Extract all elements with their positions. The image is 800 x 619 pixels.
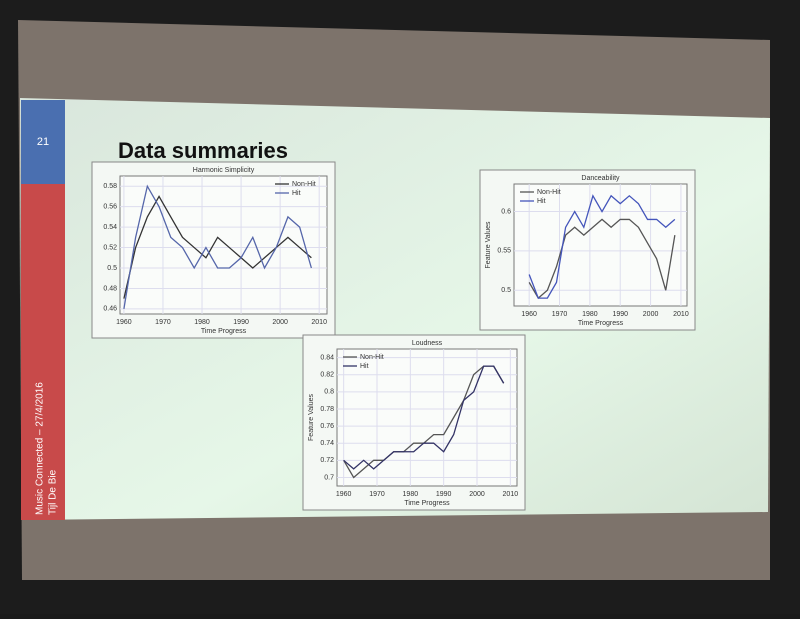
y-tick-label: 0.58 — [103, 183, 117, 190]
legend-label: Non-Hit — [360, 354, 384, 361]
x-tick-label: 1980 — [403, 491, 419, 498]
y-tick-label: 0.76 — [320, 423, 334, 430]
chart: Loudness Time Progress Feature Values 0.7 0.… — [302, 334, 526, 511]
y-axis-label: Feature Values — [485, 221, 492, 268]
y-tick-label: 0.7 — [324, 474, 334, 481]
y-tick-label: 0.52 — [103, 244, 117, 251]
series-line — [343, 365, 505, 470]
x-tick-label: 1960 — [116, 319, 132, 326]
y-tick-label: 0.78 — [320, 406, 334, 413]
x-tick-label: 2000 — [469, 491, 485, 498]
legend-label: Non-Hit — [292, 181, 316, 188]
x-tick-label: 1970 — [155, 319, 171, 326]
y-tick-label: 0.72 — [320, 457, 334, 464]
legend-label: Non-Hit — [537, 189, 561, 196]
y-tick-label: 0.5 — [501, 287, 511, 294]
y-tick-label: 0.55 — [497, 248, 511, 255]
x-tick-label: 2010 — [503, 491, 519, 498]
charts: Harmonic Simplicity Time Progress 0.46 0.48… — [91, 161, 696, 511]
chart: Harmonic Simplicity Time Progress 0.46 0.48… — [91, 161, 336, 339]
legend-label: Hit — [537, 198, 546, 205]
footer-date: Music Connected – 27/4/2016 — [35, 382, 46, 515]
x-tick-label: 1980 — [582, 311, 598, 318]
x-tick-label: 1970 — [369, 491, 385, 498]
legend-label: Hit — [360, 363, 369, 370]
series-line — [123, 195, 312, 299]
y-tick-label: 0.48 — [103, 285, 117, 292]
y-axis-label: Feature Values — [308, 394, 315, 441]
y-tick-label: 0.82 — [320, 372, 334, 379]
x-axis-label: Time Progress — [201, 328, 247, 335]
y-tick-label: 0.54 — [103, 224, 117, 231]
legend-label: Hit — [292, 190, 301, 197]
x-tick-label: 1990 — [233, 319, 249, 326]
slide-number: 21 — [37, 136, 49, 148]
chart-title: Loudness — [412, 340, 443, 347]
x-tick-label: 2000 — [272, 319, 288, 326]
y-tick-label: 0.46 — [103, 306, 117, 313]
chart: Danceability Time Progress Feature Values 0… — [479, 169, 696, 331]
chart-title: Danceability — [581, 175, 620, 182]
x-tick-label: 2010 — [673, 311, 689, 318]
y-tick-label: 0.8 — [324, 389, 334, 396]
footer-author: Tijl De Bie — [48, 469, 59, 515]
series-line — [528, 218, 676, 300]
x-tick-label: 2000 — [643, 311, 659, 318]
x-axis-label: Time Progress — [578, 320, 624, 327]
x-tick-label: 1960 — [521, 311, 537, 318]
x-tick-label: 1990 — [436, 491, 452, 498]
x-axis-label: Time Progress — [404, 500, 450, 507]
x-tick-label: 1990 — [612, 311, 628, 318]
series-line — [123, 184, 313, 309]
y-tick-label: 0.84 — [320, 354, 334, 361]
x-tick-label: 1960 — [336, 491, 352, 498]
y-tick-label: 0.56 — [103, 204, 117, 211]
plot-area — [513, 183, 688, 307]
y-tick-label: 0.74 — [320, 440, 334, 447]
series-line — [528, 194, 676, 299]
x-tick-label: 1970 — [552, 311, 568, 318]
sidebar-red — [21, 184, 65, 520]
chart-title: Harmonic Simplicity — [193, 167, 255, 174]
sidebar-blue — [21, 100, 65, 184]
x-tick-label: 2010 — [311, 319, 327, 326]
x-tick-label: 1980 — [194, 319, 210, 326]
y-tick-label: 0.5 — [107, 265, 117, 272]
slide-title: Data summaries — [118, 138, 288, 163]
y-tick-label: 0.6 — [501, 208, 511, 215]
